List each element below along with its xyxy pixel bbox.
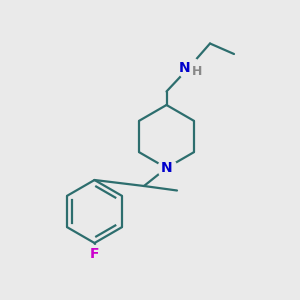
Text: H: H	[192, 64, 203, 78]
Text: F: F	[90, 248, 99, 261]
Text: N: N	[161, 161, 172, 175]
Text: N: N	[179, 61, 190, 74]
